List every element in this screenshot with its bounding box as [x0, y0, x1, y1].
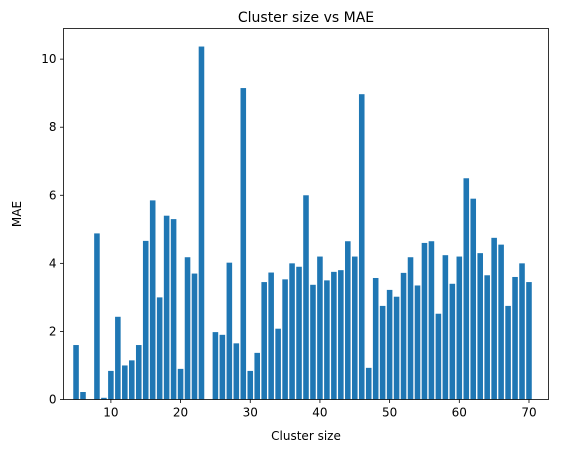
bar-12: [122, 365, 128, 400]
y-tick-label: 4: [49, 256, 57, 270]
bar-61: [463, 178, 470, 400]
bar-66: [498, 244, 504, 400]
bar-11: [115, 316, 121, 400]
x-tick-label: 60: [452, 406, 467, 420]
bar-27: [226, 262, 233, 400]
bar-33: [268, 272, 274, 400]
bar-40: [317, 256, 323, 400]
bar-38: [303, 195, 309, 400]
x-tick-label: 70: [521, 406, 536, 420]
bar-65: [491, 237, 497, 400]
bar-32: [261, 282, 267, 400]
bar-39: [310, 284, 316, 400]
bar-59: [449, 283, 456, 400]
bar-44: [345, 241, 351, 400]
bar-62: [470, 198, 477, 400]
bar-18: [163, 215, 170, 400]
bar-16: [149, 200, 156, 400]
bar-31: [254, 352, 260, 400]
bar-30: [247, 370, 254, 400]
x-axis: 10 20 30 40 50 60 70: [103, 399, 537, 420]
bar-6: [80, 392, 86, 400]
bar-41: [324, 280, 330, 400]
x-axis-title: Cluster size: [271, 429, 341, 443]
bar-45: [351, 256, 358, 400]
x-tick-label: 10: [103, 406, 118, 420]
bar-13: [129, 360, 135, 400]
bar-23: [198, 46, 205, 400]
bar-55: [421, 242, 428, 400]
bar-67: [505, 305, 511, 400]
bar-70: [526, 282, 532, 400]
y-tick-label: 0: [49, 393, 57, 407]
bar-42: [331, 271, 337, 400]
y-tick-label: 6: [49, 188, 57, 202]
x-tick-label: 30: [243, 406, 258, 420]
y-tick-label: 8: [49, 120, 57, 134]
bar-22: [191, 273, 198, 400]
bar-54: [414, 285, 421, 400]
bar-57: [435, 313, 442, 400]
bar-25: [212, 332, 219, 400]
bar-21: [184, 257, 191, 400]
y-tick-label: 2: [49, 324, 57, 338]
bar-56: [428, 241, 435, 400]
bar-48: [372, 277, 379, 400]
bar-63: [477, 253, 483, 400]
bar-19: [170, 219, 177, 400]
bar-50: [386, 289, 393, 400]
x-tick-label: 20: [173, 406, 188, 420]
x-tick-label: 50: [382, 406, 397, 420]
bar-8: [94, 233, 100, 400]
bar-58: [442, 255, 449, 400]
y-tick-label: 10: [41, 52, 56, 66]
chart-title: Cluster size vs MAE: [238, 10, 374, 26]
bar-53: [407, 257, 414, 400]
bar-15: [142, 240, 149, 400]
bar-68: [512, 276, 518, 400]
bar-37: [296, 266, 302, 400]
bar-5: [73, 345, 79, 400]
bar-29: [240, 88, 247, 400]
bar-36: [289, 263, 295, 400]
x-tick-label: 40: [312, 406, 327, 420]
bar-26: [219, 334, 226, 400]
bar-10: [108, 370, 114, 400]
bar-34: [275, 328, 281, 400]
bars-group: [73, 46, 532, 400]
y-axis: 0 2 4 6 8 10: [41, 52, 64, 407]
bar-9: [101, 397, 107, 400]
bar-35: [282, 279, 288, 400]
bar-20: [177, 368, 184, 400]
plot-area-frame: [63, 28, 549, 400]
bar-52: [400, 272, 407, 400]
bar-49: [379, 305, 386, 400]
bar-28: [233, 343, 240, 400]
y-axis-title: MAE: [10, 201, 24, 227]
bar-51: [393, 296, 400, 400]
bar-14: [135, 345, 142, 400]
bar-43: [338, 270, 344, 400]
bar-64: [484, 275, 490, 400]
bar-46: [358, 94, 365, 400]
bar-17: [156, 297, 163, 400]
bar-60: [456, 256, 463, 400]
bar-69: [519, 263, 525, 400]
bar-47: [365, 367, 372, 400]
